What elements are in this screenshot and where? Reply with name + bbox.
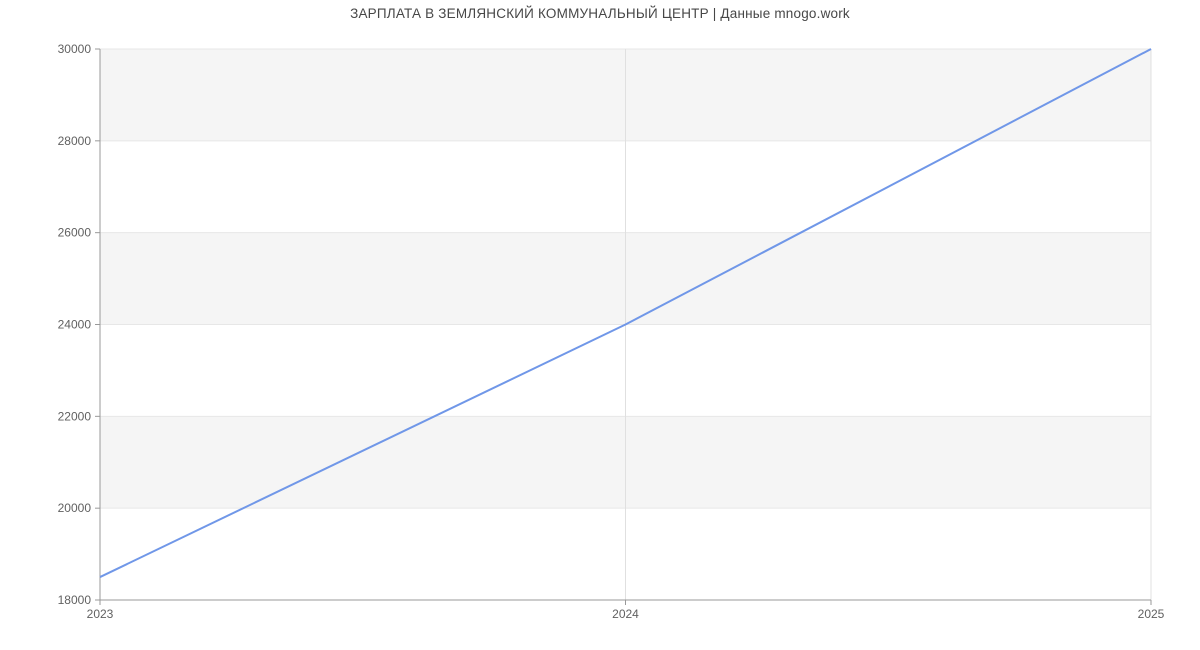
x-tick-label: 2024 xyxy=(612,607,639,621)
y-tick-label: 24000 xyxy=(58,318,92,332)
y-tick-label: 20000 xyxy=(58,501,92,515)
y-tick-label: 28000 xyxy=(58,134,92,148)
x-tick-label: 2025 xyxy=(1138,607,1165,621)
y-tick-label: 26000 xyxy=(58,226,92,240)
y-tick-label: 22000 xyxy=(58,409,92,423)
x-tick-label: 2023 xyxy=(87,607,114,621)
salary-line xyxy=(99,48,1152,578)
chart-title: ЗАРПЛАТА В ЗЕМЛЯНСКИЙ КОММУНАЛЬНЫЙ ЦЕНТР… xyxy=(350,6,850,21)
y-tick-label: 30000 xyxy=(58,42,92,56)
y-tick-label: 18000 xyxy=(58,593,92,607)
